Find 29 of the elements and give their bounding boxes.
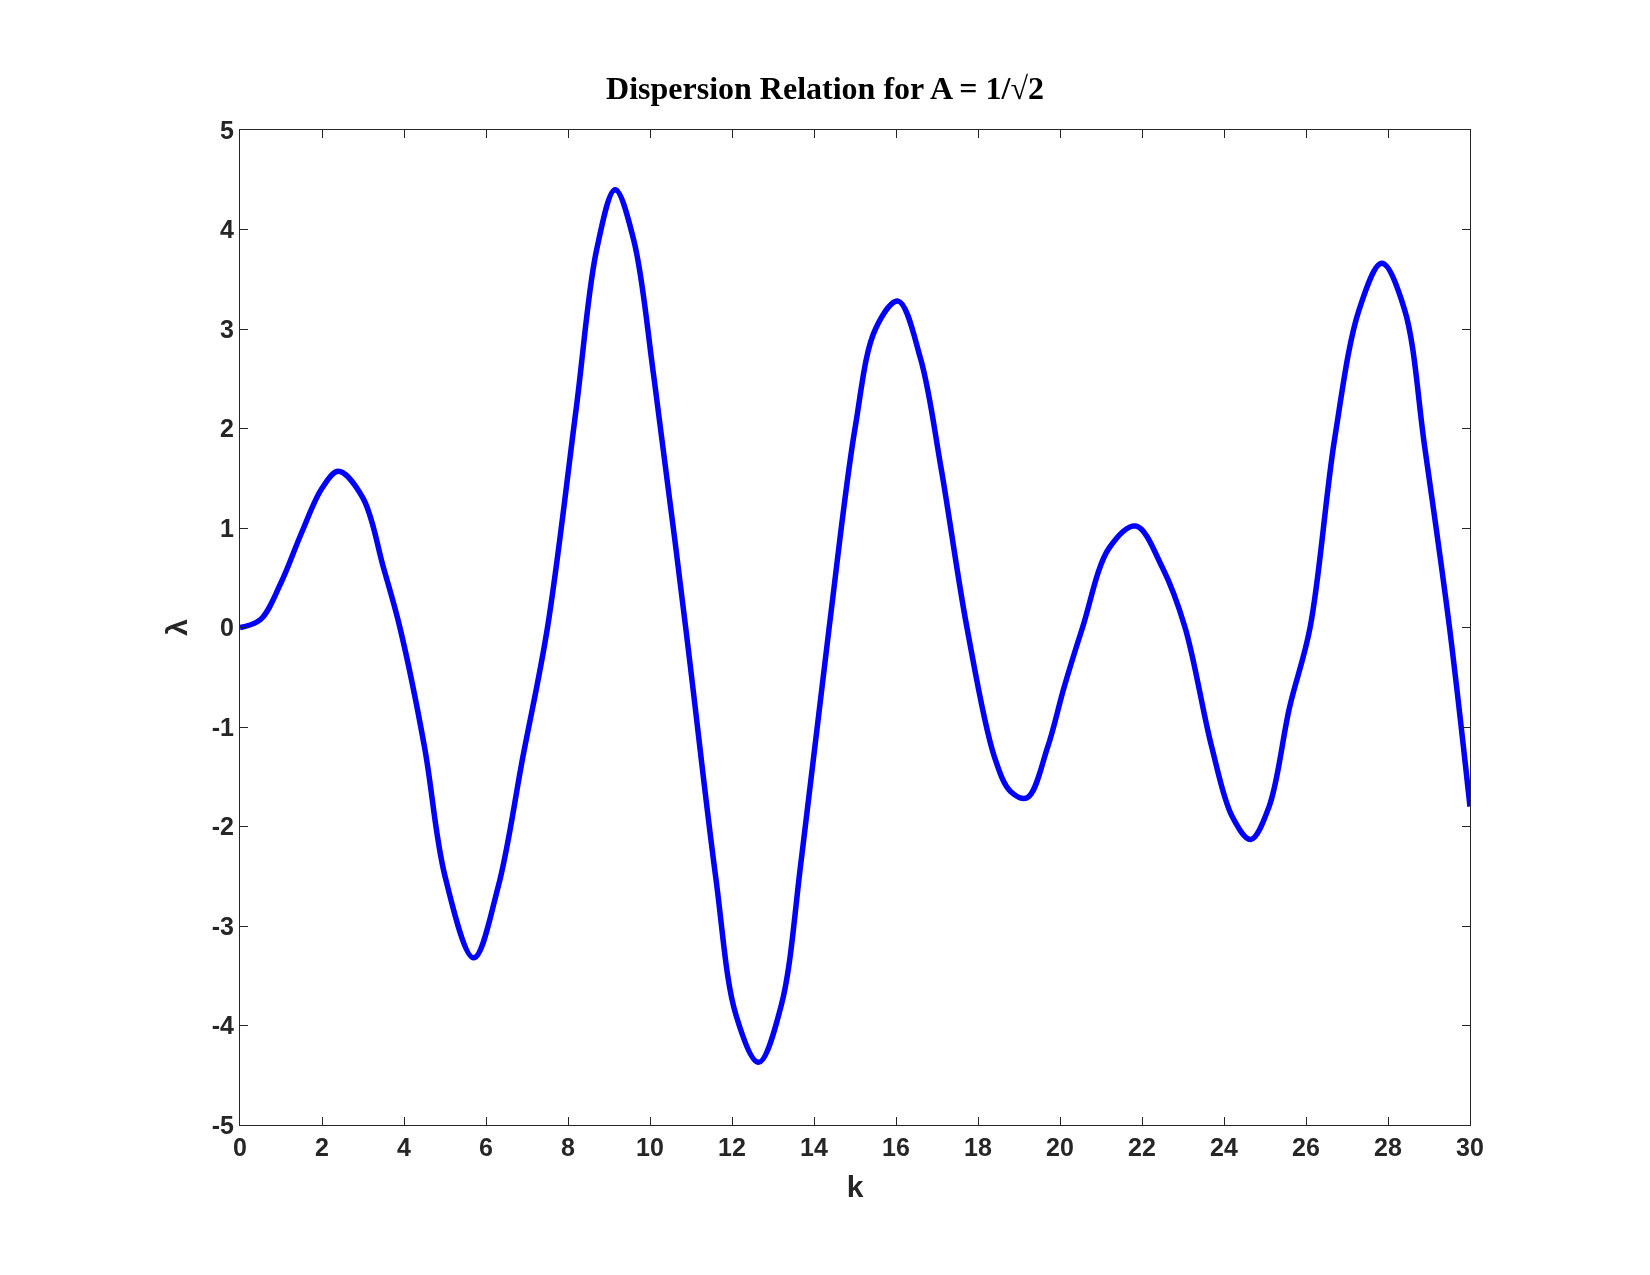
x-tick-label: 30 (1456, 1133, 1484, 1161)
x-tick-label: 16 (882, 1133, 910, 1161)
y-tick-label: 1 (220, 513, 235, 542)
y-axis-title: λ (159, 618, 193, 636)
x-tick-label: 8 (561, 1133, 576, 1161)
x-tick-label: 18 (964, 1133, 992, 1161)
y-tick-label: -1 (211, 712, 235, 741)
y-tick-label: -2 (211, 812, 234, 841)
y-tick-label: 3 (220, 314, 234, 343)
x-tick-label: 6 (479, 1133, 493, 1161)
y-tick-label: 0 (220, 613, 234, 642)
y-tick-label: 2 (220, 414, 234, 443)
x-tick-label: 10 (636, 1133, 664, 1161)
x-tick-label: 12 (718, 1133, 746, 1161)
y-tick-label: 5 (220, 115, 235, 144)
x-tick-label: 14 (800, 1133, 828, 1161)
x-tick-label: 24 (1210, 1133, 1238, 1161)
x-tick-label: 20 (1046, 1133, 1074, 1161)
y-tick-label: -5 (211, 1110, 235, 1139)
chart-title: Dispersion Relation for A = 1/√2 (606, 69, 1044, 106)
x-tick-label: 4 (397, 1133, 412, 1161)
y-tick-label: -4 (211, 1011, 235, 1040)
y-tick-label: -3 (211, 911, 234, 940)
x-axis-title: k (846, 1169, 864, 1203)
x-tick-label: 28 (1374, 1133, 1402, 1161)
y-tick-label: 4 (220, 215, 235, 244)
x-tick-label: 26 (1292, 1133, 1320, 1161)
x-tick-label: 22 (1128, 1133, 1156, 1161)
x-tick-label: 2 (315, 1133, 329, 1161)
